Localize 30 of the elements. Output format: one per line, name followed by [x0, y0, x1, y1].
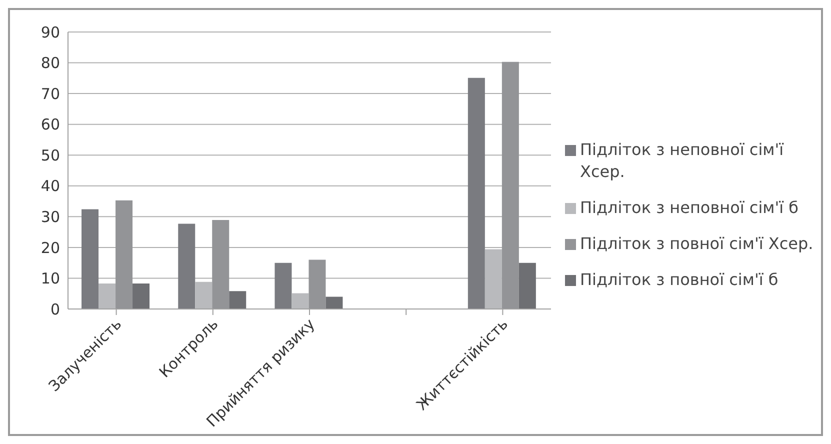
bar — [292, 293, 309, 309]
bar — [132, 283, 150, 309]
bar — [116, 200, 133, 309]
y-tick-label: 20 — [40, 238, 60, 257]
y-tick-label: 40 — [40, 177, 60, 196]
legend-label: Підліток з повної сім'ї Хсер. — [580, 233, 814, 255]
bar — [82, 209, 99, 309]
bar — [274, 262, 292, 309]
bar — [178, 224, 196, 309]
y-tick-label: 30 — [40, 208, 60, 226]
y-tick-label: 70 — [40, 84, 60, 103]
y-tick-label: 60 — [40, 116, 60, 134]
bar — [98, 283, 116, 309]
bar — [502, 62, 519, 309]
bar — [326, 296, 343, 309]
bar — [308, 260, 326, 309]
y-tick-label: 80 — [40, 54, 60, 72]
bar — [195, 282, 212, 309]
bar — [468, 78, 485, 309]
y-tick-label: 0 — [50, 300, 60, 318]
bar — [484, 249, 502, 309]
bar — [518, 262, 536, 309]
legend-label: Підліток з повної сім'ї б — [580, 269, 778, 291]
bar — [212, 220, 230, 309]
legend-label: Підліток з неповної сім'ї Хсер. — [580, 139, 785, 183]
y-tick-label: 50 — [40, 146, 60, 164]
bar — [229, 291, 246, 309]
y-tick-label: 90 — [40, 23, 60, 42]
y-tick-label: 10 — [40, 270, 60, 288]
legend-label: Підліток з неповної сім'ї б — [580, 197, 799, 219]
